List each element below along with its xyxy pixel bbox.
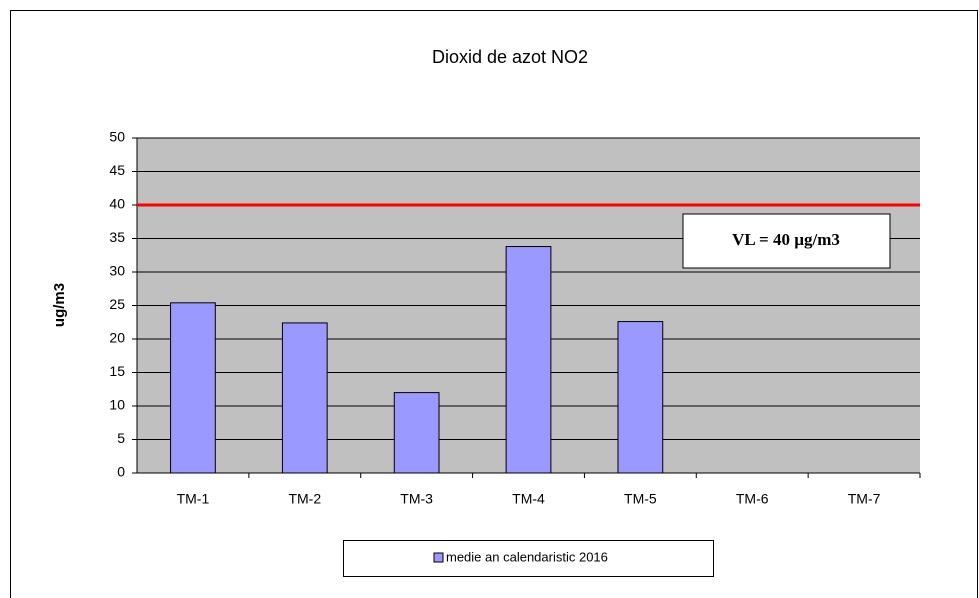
y-tick-label: 35 <box>109 229 125 245</box>
x-tick-label: TM-1 <box>177 491 210 507</box>
annotation: VL = 40 µg/m3 <box>732 230 840 249</box>
bar <box>393 392 440 474</box>
y-tick-label: 25 <box>109 296 125 312</box>
y-tick-label: 45 <box>109 162 125 178</box>
y-tick-label: 0 <box>117 464 125 480</box>
x-tick-label: TM-5 <box>624 491 657 507</box>
bar <box>281 322 328 474</box>
y-tick-label: 10 <box>109 397 125 413</box>
bar <box>170 302 216 474</box>
chart-title: Dioxid de azot NO2 <box>432 47 588 67</box>
y-axis-label: ug/m3 <box>51 283 68 327</box>
x-tick-label: TM-6 <box>736 491 769 507</box>
bar <box>617 321 664 474</box>
y-tick-label: 20 <box>109 330 125 346</box>
y-tick-label: 40 <box>109 196 125 212</box>
bar <box>505 246 552 474</box>
annotation-box <box>682 213 891 269</box>
legend-swatch <box>433 552 444 563</box>
x-tick-label: TM-3 <box>400 491 433 507</box>
y-tick-label: 5 <box>117 430 125 446</box>
x-tick-label: TM-2 <box>288 491 321 507</box>
legend-box <box>343 540 714 577</box>
x-tick-label: TM-7 <box>848 491 881 507</box>
y-tick-label: 15 <box>109 363 125 379</box>
x-tick-label: TM-4 <box>512 491 545 507</box>
y-tick-label: 50 <box>109 129 125 145</box>
y-tick-label: 30 <box>109 263 125 279</box>
legend-label: medie an calendaristic 2016 <box>446 549 608 564</box>
